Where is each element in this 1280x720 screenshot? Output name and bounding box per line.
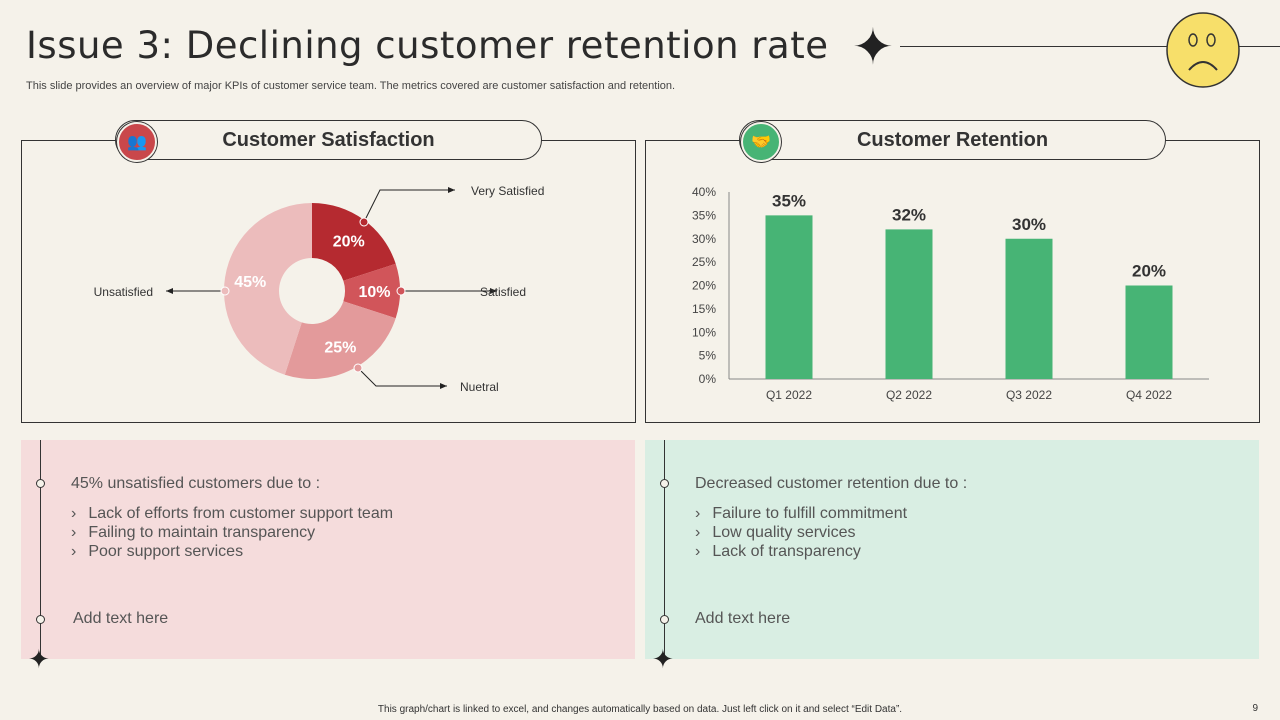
bar-data-label: 32% — [892, 205, 926, 224]
sparkle-icon: ✦ — [652, 644, 674, 674]
timeline-line — [664, 440, 665, 659]
leader-dot — [353, 363, 363, 373]
bar-chart: 0% 5% 10% 15% 20% 25% 30% 35% 40% 35% Q1 2022 32% Q2… — [692, 185, 1209, 402]
leader-line — [363, 189, 455, 223]
page-subtitle: This slide provides an overview of major… — [26, 80, 676, 92]
timeline-dot — [36, 615, 45, 624]
arrow-head — [448, 187, 455, 193]
arrow-head — [440, 383, 447, 389]
donut-category-label: Nuetral — [460, 380, 499, 394]
arrow-head — [490, 288, 497, 294]
list-item: Lack of transparency — [695, 542, 907, 561]
donut-data-label: 10% — [358, 284, 390, 301]
donut-category-label: Unsatisfied — [94, 285, 153, 299]
y-tick-label: 25% — [692, 255, 716, 269]
right-list: Failure to fulfill commitment Low qualit… — [695, 504, 907, 561]
y-tick-label: 10% — [692, 325, 716, 339]
x-tick-label: Q2 2022 — [886, 388, 932, 402]
donut-slice — [284, 301, 396, 379]
donut-slice — [224, 203, 312, 375]
left-heading: 45% unsatisfied customers due to : — [71, 475, 321, 492]
timeline-dot — [36, 479, 45, 488]
leader-line — [357, 367, 447, 387]
donut-slice — [343, 263, 400, 319]
satisfaction-title: Customer Satisfaction — [222, 128, 435, 151]
retention-title-pill: Customer Retention — [739, 120, 1166, 160]
divider — [900, 46, 1280, 47]
donut-slice — [312, 203, 396, 281]
bar — [885, 229, 933, 379]
timeline-dot — [660, 479, 669, 488]
timeline-dot — [660, 615, 669, 624]
page-title: Issue 3: Declining customer retention ra… — [26, 24, 829, 67]
footer-note: This graph/chart is linked to excel, and… — [377, 704, 903, 715]
left-list: Lack of efforts from customer support te… — [71, 504, 393, 561]
bar-data-label: 30% — [1012, 215, 1046, 234]
add-text-placeholder[interactable]: Add text here — [73, 610, 169, 627]
timeline-line — [40, 440, 41, 659]
list-item: Low quality services — [695, 523, 907, 542]
right-reasons-box: Decreased customer retention due to : Fa… — [645, 440, 1259, 659]
y-tick-label: 40% — [692, 185, 716, 199]
x-tick-label: Q3 2022 — [1006, 388, 1052, 402]
people-group-icon: 👥 — [117, 122, 157, 162]
leader-dot — [220, 286, 230, 296]
bar-data-label: 35% — [772, 191, 806, 210]
y-tick-label: 35% — [692, 208, 716, 222]
sparkle-icon: ✦ — [28, 644, 50, 674]
y-tick-label: 20% — [692, 279, 716, 293]
list-item: Lack of efforts from customer support te… — [71, 504, 393, 523]
retention-title: Customer Retention — [856, 128, 1049, 151]
bar — [1125, 285, 1173, 379]
satisfaction-title-pill: Customer Satisfaction — [115, 120, 542, 160]
list-item: Poor support services — [71, 542, 393, 561]
donut-data-label: 45% — [234, 274, 266, 291]
x-tick-label: Q4 2022 — [1126, 388, 1172, 402]
y-tick-label: 15% — [692, 302, 716, 316]
bar — [765, 215, 813, 379]
bar — [1005, 238, 1053, 379]
arrow-head — [166, 288, 173, 294]
right-heading: Decreased customer retention due to : — [695, 475, 968, 492]
donut-data-label: 20% — [333, 233, 365, 250]
x-tick-label: Q1 2022 — [766, 388, 812, 402]
donut-category-label: Very Satisfied — [471, 184, 544, 198]
sparkle-icon: ✦ — [852, 19, 894, 75]
donut-chart: 20% 10% 25% 45% Very Satisfied Satisfied Nuetr… — [94, 184, 545, 394]
donut-data-label: 25% — [324, 340, 356, 357]
list-item: Failure to fulfill commitment — [695, 504, 907, 523]
y-tick-label: 30% — [692, 232, 716, 246]
leader-dot — [396, 286, 406, 296]
bar-data-label: 20% — [1132, 262, 1166, 281]
y-tick-label: 5% — [699, 349, 717, 363]
hand-holding-people-icon: 🤝 — [741, 122, 781, 162]
y-tick-label: 0% — [699, 372, 717, 386]
page-number: 9 — [1252, 703, 1258, 714]
list-item: Failing to maintain transparency — [71, 523, 393, 542]
donut-category-label: Satisfied — [480, 285, 526, 299]
add-text-placeholder[interactable]: Add text here — [695, 610, 791, 627]
sad-face-icon — [1166, 12, 1240, 88]
leader-dot — [359, 217, 369, 227]
left-reasons-box: 45% unsatisfied customers due to : Lack … — [21, 440, 635, 659]
